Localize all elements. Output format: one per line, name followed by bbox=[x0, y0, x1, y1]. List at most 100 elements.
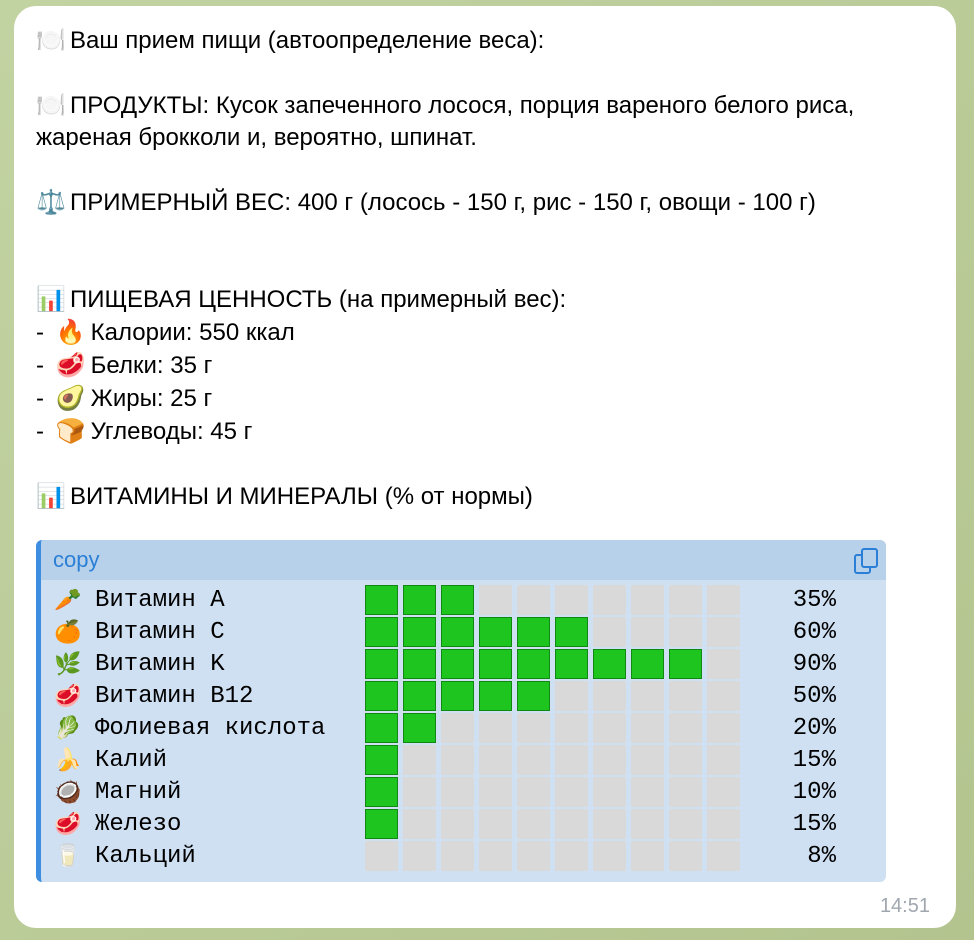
vitamin-bar bbox=[365, 585, 740, 615]
nutrient-item: - 🍞 Углеводы: 45 г bbox=[36, 415, 934, 448]
bar-cell-empty bbox=[441, 713, 474, 743]
vitamin-row: 🥕 Витамин A 35% bbox=[41, 584, 886, 616]
orange-icon: 🍊 bbox=[54, 619, 82, 645]
bar-cell-empty bbox=[669, 713, 702, 743]
plate-icon: 🍽️ bbox=[36, 26, 66, 54]
bar-cell-empty bbox=[707, 777, 740, 807]
bar-cell-filled bbox=[593, 649, 626, 679]
bar-cell-empty bbox=[669, 617, 702, 647]
bar-cell-filled bbox=[365, 681, 398, 711]
bar-cell-empty bbox=[593, 745, 626, 775]
bar-cell-empty bbox=[631, 841, 664, 871]
chart-icon: 📊 bbox=[36, 285, 66, 313]
bar-cell-empty bbox=[441, 745, 474, 775]
bar-cell-filled bbox=[403, 681, 436, 711]
bar-cell-empty bbox=[517, 777, 550, 807]
bar-cell-empty bbox=[593, 681, 626, 711]
bar-cell-filled bbox=[555, 649, 588, 679]
bar-cell-empty bbox=[669, 841, 702, 871]
vitamin-percent: 90% bbox=[792, 650, 836, 678]
nutrient-item: - 🥩 Белки: 35 г bbox=[36, 349, 934, 382]
bar-cell-empty bbox=[707, 681, 740, 711]
vitamin-name: Фолиевая кислота bbox=[95, 714, 326, 742]
vitamin-bar bbox=[365, 713, 740, 743]
vitamin-row: 🥩 Железо 15% bbox=[41, 808, 886, 840]
copy-icon[interactable] bbox=[854, 548, 878, 574]
bar-cell-empty bbox=[631, 809, 664, 839]
bar-cell-filled bbox=[365, 809, 398, 839]
vitamin-percent: 8% bbox=[807, 842, 836, 870]
products-line: 🍽️ ПРОДУКТЫ: Кусок запеченного лосося, по… bbox=[36, 91, 855, 151]
vitamin-name: Калий bbox=[95, 746, 168, 774]
bar-cell-empty bbox=[555, 777, 588, 807]
bar-cell-empty bbox=[479, 585, 512, 615]
message-time: 14:51 bbox=[879, 895, 930, 917]
bar-cell-empty bbox=[631, 713, 664, 743]
bar-cell-empty bbox=[517, 585, 550, 615]
vitamin-bar bbox=[365, 841, 740, 871]
bar-cell-filled bbox=[631, 649, 664, 679]
vitamin-name: Витамин C bbox=[95, 618, 225, 646]
vitamin-name: Кальций bbox=[95, 842, 196, 870]
bar-cell-empty bbox=[555, 841, 588, 871]
bar-cell-empty bbox=[593, 777, 626, 807]
bar-cell-empty bbox=[365, 841, 398, 871]
bar-cell-filled bbox=[403, 713, 436, 743]
bar-cell-empty bbox=[555, 745, 588, 775]
list-dash: - bbox=[36, 418, 51, 445]
bar-cell-empty bbox=[479, 745, 512, 775]
bar-cell-empty bbox=[479, 713, 512, 743]
vitamin-bar bbox=[365, 809, 740, 839]
message-bubble: 🍽️ Ваш прием пищи (автоопределение веса):… bbox=[14, 6, 956, 928]
bar-cell-empty bbox=[403, 777, 436, 807]
bar-cell-empty bbox=[707, 585, 740, 615]
list-dash: - bbox=[36, 319, 51, 346]
bar-cell-filled bbox=[441, 617, 474, 647]
bar-cell-empty bbox=[669, 585, 702, 615]
bar-cell-empty bbox=[479, 809, 512, 839]
bar-cell-empty bbox=[517, 809, 550, 839]
vitamin-percent: 10% bbox=[792, 778, 836, 806]
bar-cell-filled bbox=[517, 617, 550, 647]
nutrient-item: - 🔥 Калории: 550 ккал bbox=[36, 316, 934, 349]
bar-cell-empty bbox=[631, 617, 664, 647]
bar-cell-empty bbox=[631, 585, 664, 615]
meat-icon: 🥩 bbox=[54, 683, 82, 709]
plate-icon: 🍽️ bbox=[36, 91, 66, 119]
bar-cell-empty bbox=[593, 841, 626, 871]
bar-cell-empty bbox=[441, 777, 474, 807]
vitamin-bar bbox=[365, 745, 740, 775]
bar-cell-empty bbox=[517, 713, 550, 743]
code-block: copy 🥕 Витамин A 35% 🍊 Витамин C 60% 🌿 Витамин … bbox=[36, 540, 886, 882]
vitamin-row: 🍌 Калий 15% bbox=[41, 744, 886, 776]
bread-icon: 🍞 bbox=[55, 417, 86, 445]
bar-cell-empty bbox=[479, 841, 512, 871]
code-language-label[interactable]: copy bbox=[53, 547, 100, 572]
bar-cell-filled bbox=[479, 681, 512, 711]
bar-cell-empty bbox=[517, 841, 550, 871]
bar-cell-empty bbox=[669, 809, 702, 839]
vitamin-bar bbox=[365, 777, 740, 807]
bar-cell-filled bbox=[517, 649, 550, 679]
vitamin-row: 🥥 Магний 10% bbox=[41, 776, 886, 808]
vitamin-row: 🍊 Витамин C 60% bbox=[41, 616, 886, 648]
banana-icon: 🍌 bbox=[54, 747, 82, 773]
meal-header: 🍽️ Ваш прием пищи (автоопределение веса): bbox=[36, 26, 545, 54]
nutrition-title: 📊 ПИЩЕВАЯ ЦЕННОСТЬ (на примерный вес): bbox=[36, 285, 567, 313]
code-block-header: copy bbox=[41, 540, 886, 580]
vitamins-title: 📊 ВИТАМИНЫ И МИНЕРАЛЫ (% от нормы) bbox=[36, 482, 533, 510]
nutrient-list: - 🔥 Калории: 550 ккал - 🥩 Белки: 35 г- 🥑 Жир… bbox=[36, 316, 934, 448]
vitamin-rows: 🥕 Витамин A 35% 🍊 Витамин C 60% 🌿 Витамин K 90% 🥩… bbox=[41, 580, 886, 872]
bar-cell-filled bbox=[441, 649, 474, 679]
vitamin-percent: 50% bbox=[792, 682, 836, 710]
bar-cell-filled bbox=[365, 617, 398, 647]
list-dash: - bbox=[36, 352, 51, 379]
nutrient-text: Калории: 550 ккал bbox=[90, 319, 295, 346]
bar-cell-empty bbox=[479, 777, 512, 807]
chart-icon: 📊 bbox=[36, 482, 66, 510]
bar-cell-filled bbox=[517, 681, 550, 711]
bar-cell-empty bbox=[593, 585, 626, 615]
bar-cell-filled bbox=[403, 585, 436, 615]
vitamin-name: Витамин K bbox=[95, 650, 225, 678]
bar-cell-empty bbox=[707, 617, 740, 647]
